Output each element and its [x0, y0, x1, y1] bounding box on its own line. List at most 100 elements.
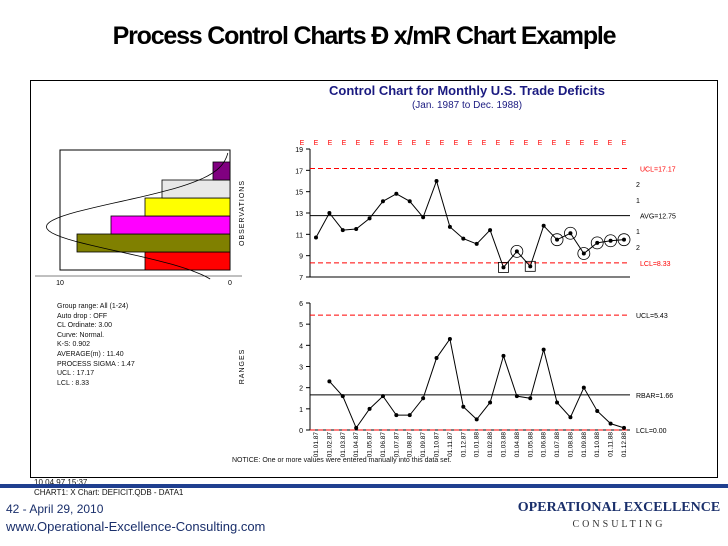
x-tick-label: 01.07.87	[393, 432, 400, 458]
flag-marker: E	[356, 140, 361, 147]
range-y-tick-label: 1	[299, 407, 303, 414]
range-point	[501, 353, 506, 358]
range-point	[474, 417, 479, 422]
obs-point	[555, 237, 560, 242]
slide-title: Process Control Charts Đ x/mR Chart Exam…	[112, 22, 617, 50]
x-tick-label: 01.09.88	[581, 432, 588, 458]
info-line: Group range: All (1-24)	[57, 303, 129, 310]
obs-zone-label: 2	[636, 245, 640, 252]
timestamp: 10.04.97 15:37	[34, 478, 88, 487]
obs-point	[568, 231, 573, 236]
x-tick-label: 01.07.88	[554, 432, 561, 458]
flag-marker: E	[566, 140, 571, 147]
obs-point	[581, 251, 586, 256]
range-point	[434, 356, 439, 361]
obs-y-tick-label: 19	[295, 147, 303, 154]
x-tick-label: 01.10.87	[434, 432, 441, 458]
obs-point-circle	[550, 233, 564, 247]
x-tick-label: 01.12.87	[460, 432, 467, 458]
histogram-tick-label: 0	[228, 280, 232, 287]
obs-point	[608, 238, 613, 243]
obs-point	[595, 240, 600, 245]
flag-marker: E	[426, 140, 431, 147]
obs-zone-label: 1	[636, 198, 640, 205]
obs-point	[354, 227, 359, 231]
obs-y-tick-label: 9	[299, 254, 303, 261]
obs-lcl-label: LCL=8.33	[640, 261, 671, 268]
x-tick-label: 01.10.88	[594, 432, 601, 458]
x-tick-label: 01.11.88	[608, 432, 615, 457]
flag-marker: E	[622, 140, 627, 147]
x-tick-label: 01.02.88	[487, 432, 494, 458]
logo-main-text: OPERATIONAL EXCELLENCE	[517, 500, 721, 515]
flag-marker: E	[454, 140, 459, 147]
obs-point-circle	[510, 244, 524, 258]
histogram-bar	[212, 161, 231, 181]
range-point	[568, 415, 573, 420]
range-y-tick-label: 6	[299, 301, 303, 308]
range-y-tick-label: 5	[299, 322, 303, 329]
x-tick-label: 01.06.87	[380, 432, 387, 458]
range-point	[447, 336, 452, 341]
info-line: LCL : 8.33	[57, 379, 90, 387]
obs-point	[488, 228, 493, 233]
info-line: UCL : 17.17	[57, 370, 95, 378]
normal-curve	[45, 152, 229, 280]
flag-marker: E	[370, 140, 375, 147]
obs-point	[314, 235, 318, 240]
obs-avg-label: AVG=12.75	[640, 214, 676, 221]
obs-axis-label: OBSERVATIONS	[239, 180, 246, 246]
range-y-tick-label: 0	[299, 428, 303, 435]
range-point	[555, 400, 560, 405]
obs-point	[407, 199, 412, 204]
obs-point-box	[524, 260, 536, 272]
x-tick-label: 01.09.87	[420, 432, 427, 458]
range-y-tick-label: 2	[299, 386, 303, 393]
obs-point-circle	[564, 226, 577, 240]
website-url: www.Operational-Excellence-Consulting.co…	[6, 519, 266, 534]
info-line: Auto drop : OFF	[57, 312, 108, 320]
flag-marker: E	[608, 140, 613, 147]
histogram-bar	[110, 215, 231, 235]
obs-y-tick-label: 13	[295, 211, 303, 218]
obs-zone-label: 1	[636, 229, 640, 236]
range-point	[488, 400, 493, 405]
x-tick-label: 01.11.87	[447, 432, 454, 457]
flag-marker: E	[300, 140, 305, 147]
x-tick-label: 01.08.87	[407, 432, 414, 458]
flag-marker: E	[580, 140, 585, 147]
obs-point-circle	[604, 234, 618, 248]
range-y-tick-label: 3	[299, 365, 303, 372]
x-tick-label: 01.08.88	[567, 432, 574, 458]
obs-point	[394, 191, 399, 196]
chart-frame	[30, 80, 718, 478]
logo-sub-text: CONSULTING	[572, 519, 666, 530]
flag-marker: E	[496, 140, 501, 147]
x-tick-label: 01.03.87	[340, 432, 347, 458]
range-rbar-label: RBAR=1.66	[636, 393, 673, 400]
range-point	[514, 394, 519, 399]
x-tick-label: 01.03.88	[500, 432, 507, 458]
range-lcl-label: LCL=0.00	[636, 428, 667, 435]
flag-marker: E	[552, 140, 557, 147]
footer-rule	[0, 484, 728, 488]
obs-point	[367, 216, 372, 221]
histogram-bar	[161, 179, 231, 199]
obs-point	[622, 237, 626, 242]
flag-marker: E	[384, 140, 389, 147]
obs-point-circle	[617, 233, 631, 247]
obs-point	[514, 249, 519, 254]
range-point	[595, 408, 600, 413]
flag-marker: E	[398, 140, 403, 147]
range-axis-label: RANGES	[239, 349, 246, 385]
obs-point	[327, 211, 332, 215]
flag-marker: E	[342, 140, 347, 147]
obs-y-tick-label: 15	[295, 190, 303, 197]
histogram-bar	[144, 197, 231, 217]
x-tick-label: 01.01.87	[313, 432, 320, 458]
chart-title: Control Chart for Monthly U.S. Trade Def…	[329, 83, 605, 98]
slide-number: 42 - April 29, 2010	[6, 502, 104, 516]
range-point	[354, 425, 359, 430]
info-line: AVERAGE(m) : 11.40	[57, 350, 124, 358]
